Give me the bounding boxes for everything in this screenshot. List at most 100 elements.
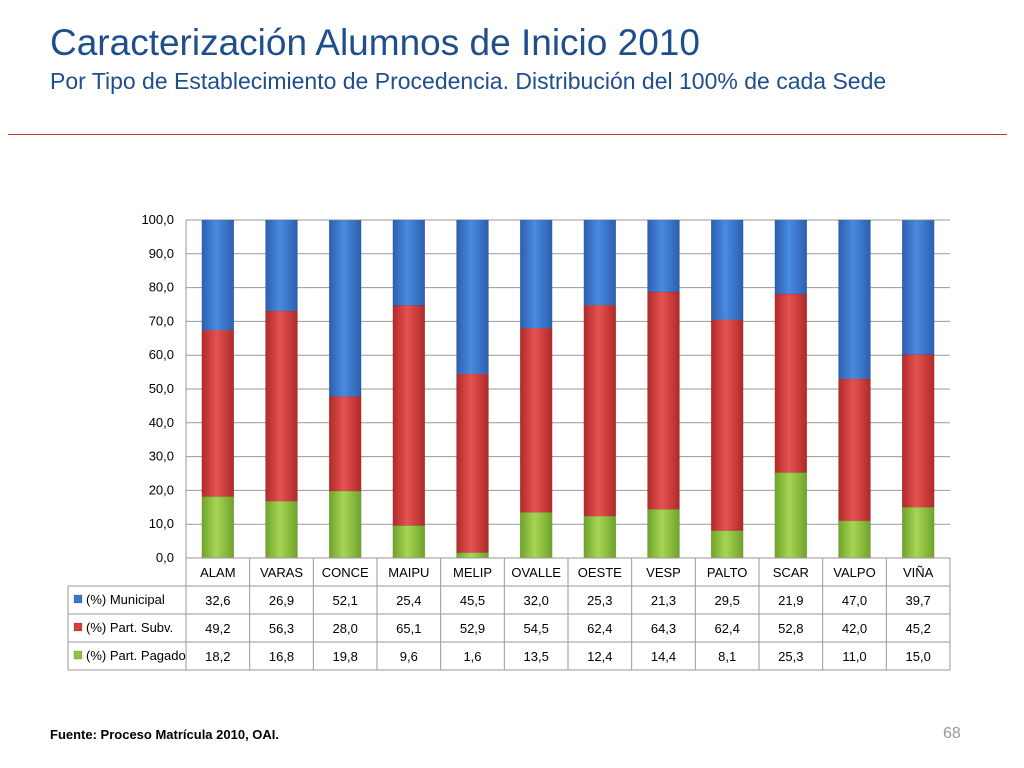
table-cell-value: 65,1 [396,621,421,636]
legend-label: (%) Municipal [86,592,165,607]
y-tick-label: 40,0 [149,415,174,430]
category-label: MELIP [453,565,492,580]
bar-segment-----part--subv--viña [901,354,935,508]
category-label: PALTO [707,565,747,580]
table-cell-value: 56,3 [269,621,294,636]
table-cell-value: 47,0 [842,593,867,608]
bar-segment-----part--subv--varas [265,310,298,502]
y-tick-label: 10,0 [149,516,174,531]
bar-segment-----municipal-vesp [647,219,680,293]
table-cell-value: 19,8 [333,649,358,664]
bar-segment-----municipal-conce [328,220,362,397]
y-tick-label: 0,0 [156,550,174,565]
bar-segment-----part--pagado-scar [774,472,808,559]
bar-segment-----municipal-alam [201,219,235,331]
category-label: SCAR [773,565,809,580]
y-axis: 0,0 10,0 20,0 30,0 40,0 50,0 60,0 70,0 80,0 90,0 1… [141,212,174,565]
page-number: 68 [943,725,961,742]
category-label: VALPO [833,565,875,580]
table-cell-value: 16,8 [269,649,294,664]
table-cell-value: 21,3 [651,593,676,608]
bar-segment-----part--pagado-maipu [392,525,426,559]
data-table: ALAM VARAS CONCE MAIPU MELIP OVALLE OESTE VESP P… [67,557,951,671]
table-cell-value: 49,2 [205,621,230,636]
bar-segment-----municipal-melip [456,219,489,375]
category-label: VESP [646,565,681,580]
bar-segment-----part--pagado-oeste [583,515,617,559]
legend-label: (%) Part. Subv. [86,620,173,635]
bar-segment-----part--pagado-alam [201,496,235,559]
legend-swatch [73,594,83,604]
table-cell-value: 18,2 [205,649,230,664]
table-cell-value: 32,6 [205,593,230,608]
bar-segment-----part--subv--ovalle [519,327,553,513]
bars [201,219,935,559]
bar-segment-----part--subv--oeste [583,304,617,517]
y-tick-label: 70,0 [149,313,174,328]
table-cell-value: 12,4 [587,649,612,664]
category-label: ALAM [200,565,235,580]
table-cell-value: 64,3 [651,621,676,636]
bar-segment-----part--subv--vesp [647,291,680,510]
y-tick-label: 80,0 [149,280,174,295]
table-cell-value: 45,2 [906,621,931,636]
slide-subtitle: Por Tipo de Establecimiento de Procedenc… [50,68,887,94]
bar-segment-----part--subv--valpo [838,378,871,522]
table-cell-value: 25,3 [778,649,803,664]
category-label: OVALLE [511,565,561,580]
y-tick-label: 60,0 [149,347,174,362]
table-cell-value: 52,9 [460,621,485,636]
table-cell-value: 28,0 [333,621,358,636]
table-cell-value: 25,4 [396,593,421,608]
bar-segment-----part--subv--maipu [392,305,426,526]
bar-segment-----part--pagado-palto [710,530,744,559]
table-cell-value: 62,4 [715,621,740,636]
bar-segment-----part--pagado-viña [901,507,935,559]
y-tick-label: 30,0 [149,449,174,464]
legend-swatch [73,622,83,632]
bar-segment-----municipal-oeste [583,219,617,306]
gridlines [185,219,950,559]
bar-segment-----part--subv--alam [201,329,235,497]
bar-segment-----part--subv--scar [774,293,808,473]
table-cell-value: 15,0 [906,649,931,664]
bar-segment-----part--pagado-ovalle [519,512,553,559]
bar-segment-----municipal-palto [710,219,744,320]
legend-label: (%) Part. Pagado [86,648,186,663]
table-cell-value: 9,6 [400,649,418,664]
bar-segment-----part--pagado-melip [456,552,489,559]
bar-segment-----municipal-ovalle [519,219,553,329]
bar-segment-----municipal-maipu [392,219,426,306]
bar-segment-----part--subv--melip [456,373,489,553]
category-label: VARAS [260,565,303,580]
table-cell-value: 42,0 [842,621,867,636]
table-cell-value: 11,0 [842,649,866,664]
source-note: Fuente: Proceso Matrícula 2010, OAI. [50,727,280,742]
category-label: OESTE [578,565,622,580]
table-cell-value: 1,6 [463,649,481,664]
y-tick-label: 50,0 [149,381,174,396]
bar-segment-----part--pagado-valpo [838,520,871,559]
table-cell-value: 29,5 [715,593,740,608]
y-tick-label: 100,0 [141,212,174,227]
category-label: CONCE [322,565,369,580]
bar-segment-----part--subv--conce [328,396,362,492]
table-cell-value: 45,5 [460,593,485,608]
table-cell-value: 54,5 [524,621,549,636]
bar-segment-----part--pagado-conce [328,490,362,559]
table-cell-value: 21,9 [778,593,803,608]
bar-segment-----municipal-varas [265,219,298,312]
y-tick-label: 90,0 [149,246,174,261]
table-cell-value: 52,1 [333,593,358,608]
table-cell-value: 13,5 [524,649,549,664]
title-divider [8,134,1007,135]
table-cell-value: 52,8 [778,621,803,636]
category-label: MAIPU [388,565,429,580]
table-cell-value: 39,7 [906,593,931,608]
bar-segment-----part--subv--palto [710,319,744,531]
bar-segment-----municipal-viña [901,220,935,355]
legend-swatch [73,650,83,660]
bar-segment-----part--pagado-vesp [647,509,680,559]
bar-segment-----municipal-scar [774,219,808,295]
